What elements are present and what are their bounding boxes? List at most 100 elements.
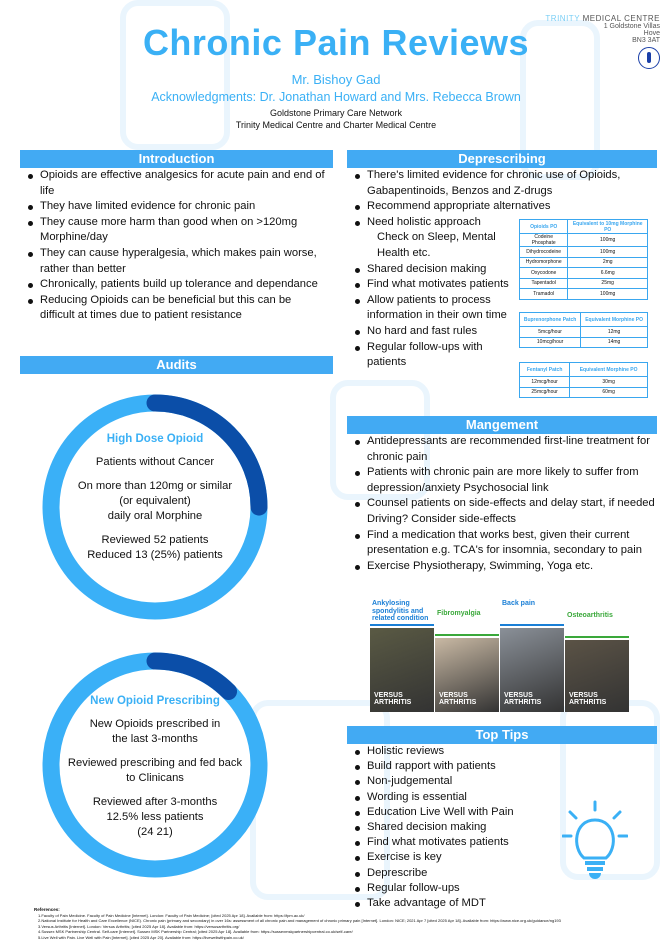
table-cell: 14mg	[580, 336, 648, 348]
table-cell: Oxycodone	[518, 267, 569, 279]
bullet-item: Exercise is key	[353, 850, 558, 865]
bullet-item: Opioids are effective analgesics for acu…	[26, 168, 326, 199]
acknowledgments: Acknowledgments: Dr. Jonathan Howard and…	[151, 90, 521, 104]
management-heading: Mangement	[347, 416, 657, 434]
audit-ring-new-opioid: New Opioid Prescribing New Opioids prescr…	[40, 650, 270, 880]
top-tips-list: Holistic reviews Build rapport with patie…	[353, 744, 558, 911]
audit-line: daily oral Morphine	[107, 510, 203, 522]
table-header: Equivalent to 10mg Morphine PO	[567, 219, 648, 234]
booklet-brand: VERSUS ARTHRITIS	[439, 692, 477, 706]
bullet-item: Wording is essential	[353, 790, 558, 805]
table-row: Dihydrocodeine 100mg	[518, 246, 648, 258]
table-cell: Tramadol	[518, 288, 569, 300]
bullet-item: Chronically, patients build up tolerance…	[26, 277, 326, 293]
table-row: 5mcg/hour 12mg	[518, 326, 648, 338]
booklet-brand: VERSUS ARTHRITIS	[504, 692, 542, 706]
table-cell: 2mg	[567, 256, 648, 268]
equivalence-table: Opioids PO Equivalent to 10mg Morphine PO…	[518, 219, 648, 300]
table-header: Buprenorphone Patch	[518, 312, 582, 327]
booklet-title: Osteoarthritis	[565, 610, 629, 638]
table-cell: 30mg	[569, 376, 648, 388]
top-tips-heading: Top Tips	[347, 726, 657, 744]
bullet-item: Find a medication that works best, given…	[353, 528, 658, 559]
audit-line: Reviewed after 3-months	[92, 796, 218, 808]
bullet-item: Patients with chronic pain are more like…	[353, 465, 658, 496]
bullet-item: Regular follow-ups	[353, 881, 558, 896]
audit-title: New Opioid Prescribing	[90, 695, 220, 707]
bullet-item: Deprescribe	[353, 866, 558, 881]
bullet-item: Exercise Physiotherapy, Swimming, Yoga e…	[353, 559, 658, 575]
deprescribing-heading: Deprescribing	[347, 150, 657, 168]
booklet-cover: Back pain VERSUS ARTHRITIS	[500, 598, 564, 712]
lightbulb-icon	[562, 800, 628, 879]
bullet-item: There's limited evidence for chronic use…	[353, 168, 653, 199]
bullet-item: Counsel patients on side-effects and del…	[353, 496, 658, 527]
bullet-item: They have limited evidence for chronic p…	[26, 199, 326, 215]
trinity-logo: TRINITY MEDICAL CENTRE 1 Goldstone Villa…	[520, 14, 660, 71]
table-row: Tramadol 100mg	[518, 288, 648, 300]
booklet-title: Back pain	[500, 598, 564, 626]
references: References: 1.Faculty of Pain Medicine. …	[34, 907, 654, 941]
booklet-cover: Fibromyalgia VERSUS ARTHRITIS	[435, 608, 499, 712]
logo-address-line: 1 Goldstone Villas	[603, 23, 660, 30]
audits-heading: Audits	[20, 356, 333, 374]
booklet-images: Ankylosing spondylitis and related condi…	[370, 598, 630, 712]
table-cell: 100mg	[567, 233, 648, 247]
bullet-item: Find what motivates patients	[353, 835, 558, 850]
equivalence-table: Buprenorphone Patch Equivalent Morphine P…	[518, 312, 648, 348]
booklet-brand: VERSUS ARTHRITIS	[374, 692, 412, 706]
reference-item: 5.Live Well with Pain. Live Well with Pa…	[38, 934, 244, 940]
table-row: Codeine Phosphate 100mg	[518, 233, 648, 247]
audit-line: New Opioids prescribed in	[89, 718, 221, 730]
table-cell: 12mg	[580, 326, 648, 338]
bullet-item: No hard and fast rules	[353, 324, 518, 340]
table-row: 25mcg/hour 60mg	[518, 386, 648, 398]
bullet-item: Non-judgemental	[353, 774, 558, 789]
audit-line: to Clinicans	[126, 772, 184, 784]
logo-name-1: TRINITY	[545, 14, 580, 23]
ring-text: High Dose Opioid Patients without Cancer O…	[40, 432, 270, 563]
bullet-item: Build rapport with patients	[353, 759, 558, 774]
table-header: Equivalent Morphine PO	[580, 312, 648, 327]
audit-line: Patients without Cancer	[95, 456, 215, 468]
bullet-item: Antidepressants are recommended first-li…	[353, 434, 658, 465]
bullet-item: Find what motivates patients	[353, 277, 518, 293]
reference-item: 4.Sussex MSK Partnership Central. Self-c…	[38, 929, 353, 935]
booklet-brand: VERSUS ARTHRITIS	[569, 692, 607, 706]
bullet-item: Recommend appropriate alternatives	[353, 199, 653, 215]
ring-progress-arc	[42, 652, 268, 878]
audit-line: (or equivalent)	[119, 495, 191, 507]
background-cross-decoration	[120, 0, 230, 150]
booklet-cover: Osteoarthritis VERSUS ARTHRITIS	[565, 610, 629, 712]
booklet-title: Fibromyalgia	[435, 608, 499, 636]
management-list: Antidepressants are recommended first-li…	[353, 434, 658, 574]
bullet-item: Shared decision making	[353, 262, 518, 278]
table-cell: 12mcg/hour	[518, 376, 571, 388]
table-header: Opioids PO	[518, 219, 569, 234]
reference-item: 2.National Institute for Health and Care…	[38, 918, 561, 924]
bullet-item: Allow patients to process information in…	[353, 293, 518, 324]
bullet-item: They cause more harm than good when on >…	[26, 215, 326, 246]
table-cell: 10mcg/hour	[518, 336, 582, 348]
logo-address-line: BN3 3AT	[632, 37, 660, 44]
table-cell: Dihydrocodeine	[518, 246, 569, 258]
table-cell: 5mcg/hour	[518, 326, 582, 338]
bullet-item: Take advantage of MDT	[353, 896, 558, 911]
audit-ring-high-dose: High Dose Opioid Patients without Cancer O…	[40, 392, 270, 622]
poster-title: Chronic Pain Reviews	[142, 22, 530, 63]
logo-address-line: Hove	[643, 30, 660, 37]
audit-line: Reviewed prescribing and fed back	[67, 757, 243, 769]
author: Mr. Bishoy Gad	[291, 72, 381, 87]
network-name: Goldstone Primary Care Network	[269, 108, 403, 118]
reference-item: 3.Versus Arthritis [Internet]. London: V…	[38, 923, 240, 929]
table-row: Oxycodone 6.6mg	[518, 267, 648, 279]
charter-seal-icon	[638, 47, 660, 69]
bullet-item: Check on Sleep, Mental Health etc.	[377, 231, 496, 259]
audit-title: High Dose Opioid	[106, 433, 204, 445]
background-cross-decoration	[520, 20, 600, 180]
booklet-title: Ankylosing spondylitis and related condi…	[370, 598, 434, 626]
table-row: 12mcg/hour 30mg	[518, 376, 648, 388]
audit-line: On more than 120mg or similar	[77, 480, 233, 492]
table-cell: 100mg	[567, 246, 648, 258]
booklet-cover: Ankylosing spondylitis and related condi…	[370, 598, 434, 712]
